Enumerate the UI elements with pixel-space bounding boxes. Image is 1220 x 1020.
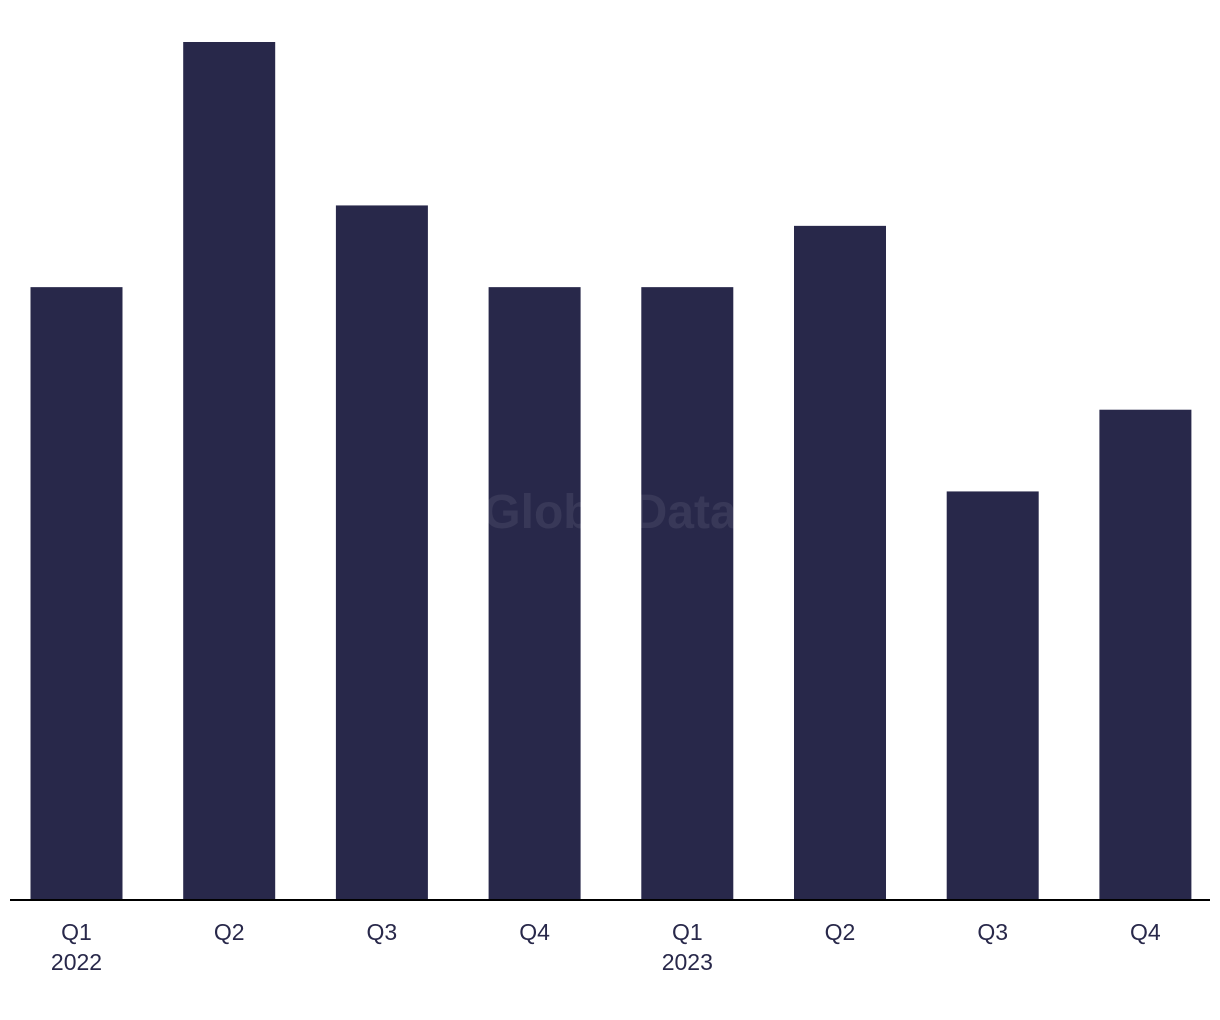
bar-8: [1099, 409, 1192, 900]
x-tick-label: Q3: [367, 919, 398, 945]
x-tick-year-label: 2022: [51, 949, 102, 975]
x-tick-label: Q1: [61, 919, 92, 945]
x-tick-label: Q3: [977, 919, 1008, 945]
bar-6: [794, 225, 886, 900]
bar-7: [946, 491, 1039, 900]
watermark-logo: GlobalData: [483, 486, 737, 539]
x-tick-labels: Q1 2022 Q2 Q3 Q4 Q1 2023 Q2 Q3 Q4: [51, 919, 1161, 975]
bar-2: [183, 42, 276, 900]
x-tick-label: Q4: [519, 919, 550, 945]
x-tick-label: Q1: [672, 919, 703, 945]
bar-3: [335, 205, 428, 900]
x-tick-label: Q4: [1130, 919, 1161, 945]
x-tick-label: Q2: [214, 919, 245, 945]
bar-1: [30, 287, 123, 901]
x-tick-year-label: 2023: [662, 949, 713, 975]
bar-5: [641, 287, 734, 901]
bars-group: [30, 42, 1192, 901]
bar-4: [488, 287, 581, 901]
x-tick-label: Q2: [825, 919, 856, 945]
